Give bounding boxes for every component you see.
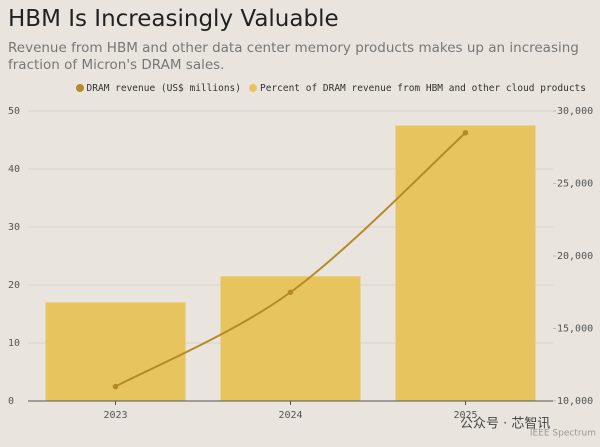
legend-label: DRAM revenue (US$ millions) [86,83,241,94]
legend-swatch [248,84,257,92]
chart-subtitle: Revenue from HBM and other data center m… [8,40,579,73]
y-tick-label: 50 [8,106,20,117]
y-tick-label: 10 [8,338,20,349]
line-point [462,129,469,136]
x-tick-label: 2023 [103,410,127,421]
y2-tick-label: 20,000 [557,251,593,262]
x-tick-label: 2024 [278,410,302,421]
legend: DRAM revenue (US$ millions) Percent of DR… [75,83,586,94]
line-point [287,289,294,296]
watermark: IEEE Spectrum [530,429,596,439]
y2-tick-label: 15,000 [557,324,593,335]
y-tick-label: 0 [8,396,14,407]
bar [395,125,536,401]
x-tick-label: 2025 [453,410,477,421]
line-point [112,383,119,390]
y-tick-label: 40 [8,164,20,175]
y-tick-label: 30 [8,222,20,233]
watermark: 公众号 · 芯智讯 [460,417,550,432]
bar [220,276,361,401]
y2-tick-label: 25,000 [557,179,593,190]
legend-item: DRAM revenue (US$ millions) [75,83,241,94]
y2-tick-label: 30,000 [557,106,593,117]
legend-label: Percent of DRAM revenue from HBM and oth… [259,83,586,94]
legend-item: Percent of DRAM revenue from HBM and oth… [248,83,586,94]
legend-swatch [75,84,84,92]
chart-title: HBM Is Increasingly Valuable [8,6,339,32]
y-tick-label: 20 [8,280,20,291]
y2-tick-label: 10,000 [557,396,593,407]
